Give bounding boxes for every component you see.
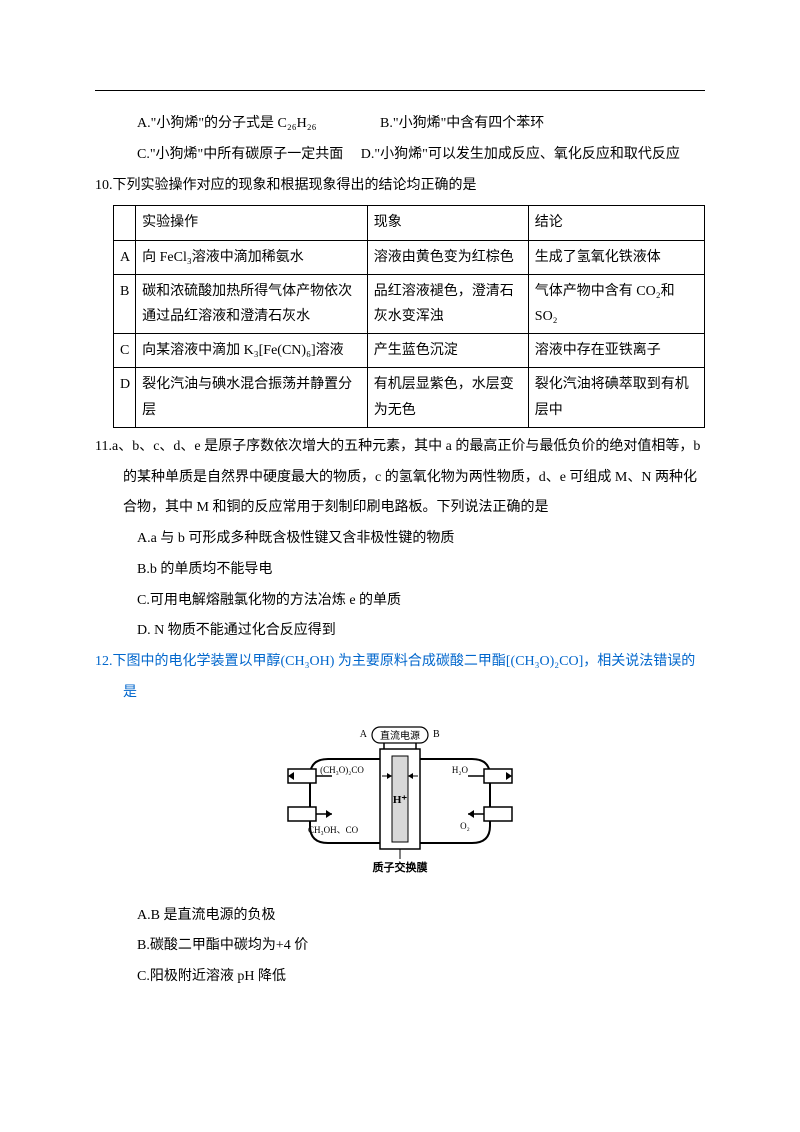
diagram-right-out: H₂O bbox=[452, 765, 469, 775]
diagram-a-label: A bbox=[360, 729, 368, 740]
row-phenomenon: 有机层显紫色，水层变为无色 bbox=[367, 368, 528, 427]
q12-option-a: A.B 是直流电源的负极 bbox=[95, 901, 705, 932]
header-phenomenon: 现象 bbox=[367, 206, 528, 240]
diagram-left-out: (CH₃O)₂CO bbox=[320, 765, 364, 775]
q11-stem: 11.a、b、c、d、e 是原子序数依次增大的五种元素，其中 a 的最高正价与最… bbox=[95, 439, 700, 516]
q11-option-d: D. N 物质不能通过化合反应得到 bbox=[95, 616, 705, 647]
row-conclusion: 气体产物中含有 CO₂和 SO₂ bbox=[528, 274, 704, 333]
top-rule bbox=[95, 90, 705, 91]
diagram-bottom: 质子交换膜 bbox=[373, 860, 428, 874]
q12-option-c: C.阳极附近溶液 pH 降低 bbox=[95, 962, 705, 993]
q10-table: 实验操作 现象 结论 A 向 FeCl₃溶液中滴加稀氨水 溶液由黄色变为红棕色 … bbox=[113, 205, 705, 427]
row-operation: 碳和浓硫酸加热所得气体产物依次通过品红溶液和澄清石灰水 bbox=[136, 274, 368, 333]
q12-block: 12.下图中的电化学装置以甲醇(CH₃OH) 为主要原料合成碳酸二甲酯[(CH₃… bbox=[95, 647, 705, 993]
row-label: B bbox=[114, 274, 136, 333]
row-operation: 向 FeCl₃溶液中滴加稀氨水 bbox=[136, 240, 368, 274]
header-label bbox=[114, 206, 136, 240]
diagram-left-in: CH₃OH、CO bbox=[308, 825, 359, 835]
q12-stem: 12.下图中的电化学装置以甲醇(CH₃OH) 为主要原料合成碳酸二甲酯[(CH₃… bbox=[95, 654, 695, 700]
q11-option-c: C.可用电解熔融氯化物的方法冶炼 e 的单质 bbox=[95, 586, 705, 617]
table-row: C 向某溶液中滴加 K₃[Fe(CN)₆]溶液 产生蓝色沉淀 溶液中存在亚铁离子 bbox=[114, 334, 705, 368]
diagram-right-in: O₂ bbox=[460, 821, 470, 831]
row-phenomenon: 产生蓝色沉淀 bbox=[367, 334, 528, 368]
table-row: A 向 FeCl₃溶液中滴加稀氨水 溶液由黄色变为红棕色 生成了氢氧化铁液体 bbox=[114, 240, 705, 274]
row-operation: 裂化汽油与碘水混合振荡并静置分层 bbox=[136, 368, 368, 427]
row-label: A bbox=[114, 240, 136, 274]
q11-option-b: B.b 的单质均不能导电 bbox=[95, 555, 705, 586]
row-phenomenon: 溶液由黄色变为红棕色 bbox=[367, 240, 528, 274]
q9-option-c: C."小狗烯"中所有碳原子一定共面 bbox=[137, 147, 343, 162]
q9-options-block: A."小狗烯"的分子式是 C₂₆H₂₆ B."小狗烯"中含有四个苯环 C."小狗… bbox=[95, 109, 705, 171]
row-label: C bbox=[114, 334, 136, 368]
diagram-b-label: B bbox=[433, 729, 440, 740]
electrochemical-diagram-icon: 直流电源 A B H⁺ (CH₃O)₂CO CH₃ bbox=[280, 721, 520, 876]
row-label: D bbox=[114, 368, 136, 427]
row-conclusion: 裂化汽油将碘萃取到有机层中 bbox=[528, 368, 704, 427]
diagram-top-label: 直流电源 bbox=[380, 729, 420, 742]
q11-block: 11.a、b、c、d、e 是原子序数依次增大的五种元素，其中 a 的最高正价与最… bbox=[95, 432, 705, 648]
header-operation: 实验操作 bbox=[136, 206, 368, 240]
row-conclusion: 生成了氢氧化铁液体 bbox=[528, 240, 704, 274]
q12-option-b: B.碳酸二甲酯中碳均为+4 价 bbox=[95, 931, 705, 962]
q9-option-a: A."小狗烯"的分子式是 C₂₆H₂₆ bbox=[137, 116, 317, 131]
q9-option-b: B."小狗烯"中含有四个苯环 bbox=[380, 116, 544, 131]
q12-diagram: 直流电源 A B H⁺ (CH₃O)₂CO CH₃ bbox=[95, 721, 705, 889]
q11-option-a: A.a 与 b 可形成多种既含极性键又含非极性键的物质 bbox=[95, 524, 705, 555]
q9-option-d: D."小狗烯"可以发生加成反应、氧化反应和取代反应 bbox=[361, 147, 680, 162]
row-phenomenon: 品红溶液褪色，澄清石灰水变浑浊 bbox=[367, 274, 528, 333]
table-header-row: 实验操作 现象 结论 bbox=[114, 206, 705, 240]
q10-stem: 10.下列实验操作对应的现象和根据现象得出的结论均正确的是 bbox=[95, 171, 705, 202]
header-conclusion: 结论 bbox=[528, 206, 704, 240]
row-conclusion: 溶液中存在亚铁离子 bbox=[528, 334, 704, 368]
table-row: B 碳和浓硫酸加热所得气体产物依次通过品红溶液和澄清石灰水 品红溶液褪色，澄清石… bbox=[114, 274, 705, 333]
table-row: D 裂化汽油与碘水混合振荡并静置分层 有机层显紫色，水层变为无色 裂化汽油将碘萃… bbox=[114, 368, 705, 427]
row-operation: 向某溶液中滴加 K₃[Fe(CN)₆]溶液 bbox=[136, 334, 368, 368]
diagram-center: H⁺ bbox=[393, 794, 408, 806]
